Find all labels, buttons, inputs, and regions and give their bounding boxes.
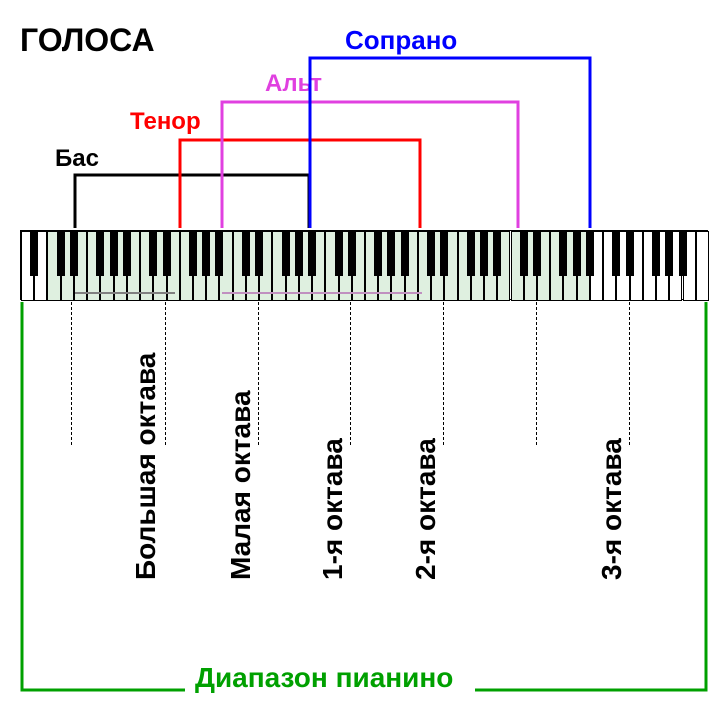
black-key — [559, 231, 567, 276]
black-key — [242, 231, 250, 276]
black-key — [387, 231, 395, 276]
black-key — [374, 231, 382, 276]
black-key — [679, 231, 687, 276]
black-key — [652, 231, 660, 276]
black-key — [30, 231, 38, 276]
black-key — [348, 231, 356, 276]
black-key — [533, 231, 541, 276]
black-key — [335, 231, 343, 276]
black-key — [96, 231, 104, 276]
black-key — [520, 231, 528, 276]
black-key — [480, 231, 488, 276]
black-key — [308, 231, 316, 276]
black-key — [626, 231, 634, 276]
black-key — [57, 231, 65, 276]
black-key — [467, 231, 475, 276]
black-key — [123, 231, 131, 276]
piano-range-label: Диапазон пианино — [195, 662, 453, 694]
black-key — [586, 231, 594, 276]
black-key — [163, 231, 171, 276]
black-key — [493, 231, 501, 276]
black-key — [612, 231, 620, 276]
black-key — [110, 231, 118, 276]
black-key — [427, 231, 435, 276]
black-key — [573, 231, 581, 276]
black-key — [665, 231, 673, 276]
voices-diagram: { "title": { "text": "ГОЛОСА", "fontsize… — [0, 0, 728, 725]
black-key — [440, 231, 448, 276]
black-key — [202, 231, 210, 276]
black-key — [401, 231, 409, 276]
black-key — [189, 231, 197, 276]
piano-range-bracket — [0, 0, 728, 725]
black-key — [295, 231, 303, 276]
black-key — [70, 231, 78, 276]
black-key — [215, 231, 223, 276]
black-key — [282, 231, 290, 276]
black-key — [149, 231, 157, 276]
black-key — [255, 231, 263, 276]
